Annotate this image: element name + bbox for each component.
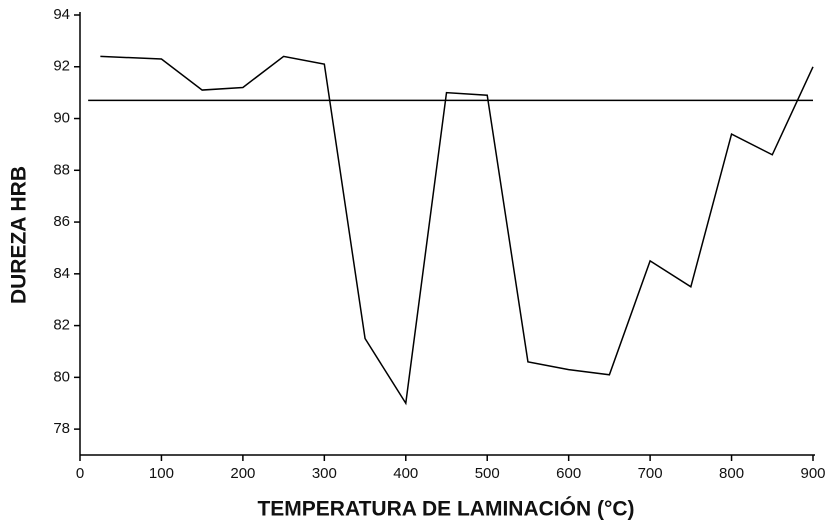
y-tick-label: 90 (53, 109, 70, 126)
x-tick-label: 800 (719, 465, 744, 482)
y-tick-label: 82 (53, 317, 70, 334)
x-tick-label: 0 (76, 465, 84, 482)
y-tick-label: 94 (53, 6, 70, 23)
data-line (100, 55, 814, 406)
y-tick-label: 80 (53, 368, 70, 385)
x-tick-label: 200 (230, 465, 255, 482)
x-tick-label: 600 (556, 465, 581, 482)
x-tick-label: 400 (393, 465, 418, 482)
y-tick-label: 88 (53, 161, 70, 178)
x-tick-label: 700 (638, 465, 663, 482)
x-tick-label: 100 (149, 465, 174, 482)
x-tick-label: 300 (312, 465, 337, 482)
y-axis-title: DUREZA HRB (8, 166, 31, 304)
x-tick-label: 500 (475, 465, 500, 482)
y-tick-label: 86 (53, 213, 70, 230)
y-tick-label: 78 (53, 420, 70, 437)
y-tick-label: 92 (53, 58, 70, 75)
y-tick-label: 84 (53, 265, 70, 282)
x-axis-title: TEMPERATURA DE LAMINACIÓN (°C) (257, 497, 634, 521)
x-tick-label: 900 (800, 465, 825, 482)
